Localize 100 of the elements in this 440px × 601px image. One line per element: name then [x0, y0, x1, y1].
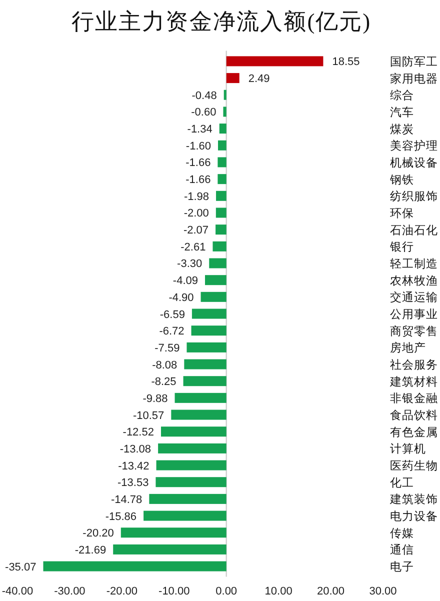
data-label: -1.98 — [184, 190, 210, 203]
y-tick-label: 社会服务 — [390, 358, 438, 372]
chart-title: 行业主力资金净流入额(亿元) — [71, 9, 371, 34]
y-tick-label: 纺织服饰 — [390, 189, 438, 204]
data-label: -1.66 — [186, 157, 211, 170]
bar — [212, 241, 226, 252]
y-tick-label: 轻工制造 — [390, 257, 438, 270]
bar — [226, 73, 240, 84]
bar — [186, 342, 226, 352]
data-label: -1.60 — [186, 140, 212, 152]
bar — [191, 326, 226, 336]
data-label: 18.55 — [332, 56, 360, 68]
y-tick-label: 交通运输 — [390, 290, 438, 304]
y-tick-label: 机械设备 — [390, 156, 438, 170]
y-tick-label: 通信 — [390, 544, 414, 557]
y-tick-label: 食品饮料 — [390, 408, 438, 422]
bar — [209, 258, 226, 268]
y-tick-label: 公用事业 — [390, 308, 438, 321]
y-tick-label: 商贸零售 — [390, 324, 438, 338]
data-label: -6.59 — [160, 308, 185, 321]
data-label: -13.53 — [118, 477, 149, 490]
bar — [174, 392, 226, 403]
y-tick-label: 房地产 — [390, 340, 426, 355]
y-tick-label: 钢铁 — [389, 173, 414, 186]
data-label: -0.60 — [191, 106, 216, 119]
y-tick-label: 银行 — [389, 240, 414, 254]
data-label: -8.25 — [151, 376, 176, 388]
y-tick-label: 传媒 — [390, 526, 414, 540]
y-tick-label: 石油石化 — [390, 224, 438, 237]
bar — [120, 528, 226, 538]
bar — [205, 275, 226, 286]
bar — [144, 510, 226, 521]
bar — [200, 292, 226, 302]
bar — [216, 224, 226, 235]
data-label: -20.20 — [82, 528, 114, 540]
y-tick-label: 医药生物 — [390, 459, 438, 472]
data-label: -7.59 — [154, 342, 180, 354]
bar — [216, 208, 226, 218]
y-tick-label: 电力设备 — [390, 510, 438, 523]
y-tick-label: 计算机 — [390, 442, 426, 456]
x-tick-label: 0.00 — [216, 586, 238, 598]
y-tick-label: 国防军工 — [390, 55, 438, 68]
bar — [171, 410, 226, 420]
bar — [218, 174, 226, 184]
data-label: -2.07 — [183, 224, 209, 237]
x-tick-label: 30.00 — [369, 586, 397, 598]
bar — [218, 157, 226, 168]
data-label: -2.61 — [180, 241, 206, 254]
y-tick-label: 电子 — [390, 560, 414, 574]
x-tick-label: -20.00 — [106, 586, 138, 598]
x-tick-label: -40.00 — [2, 586, 34, 598]
y-tick-label: 煤炭 — [390, 122, 414, 136]
data-label: -6.72 — [159, 326, 184, 338]
data-label: -8.08 — [152, 359, 178, 372]
data-label: -21.69 — [74, 544, 106, 556]
y-tick-label: 化工 — [390, 476, 414, 490]
y-tick-label: 环保 — [390, 206, 414, 220]
y-tick-label: 美容护理 — [390, 138, 438, 153]
bar — [226, 56, 324, 66]
y-tick-label: 汽车 — [390, 104, 414, 119]
y-tick-label: 建筑装饰 — [389, 493, 438, 506]
y-tick-label: 建筑材料 — [389, 375, 438, 388]
bar — [156, 477, 226, 488]
data-label: -9.88 — [142, 392, 168, 405]
bar — [158, 443, 226, 454]
y-tick-label: 综合 — [390, 88, 414, 102]
data-label: -4.09 — [172, 275, 198, 288]
data-label: -1.66 — [186, 174, 211, 186]
y-tick-label: 非银金融 — [390, 392, 438, 406]
data-label: -12.52 — [122, 426, 154, 439]
bar — [218, 140, 226, 150]
data-label: -3.30 — [177, 258, 202, 270]
x-tick-label: -30.00 — [54, 586, 86, 598]
data-label: -10.57 — [132, 410, 164, 422]
data-label: 2.49 — [248, 73, 270, 86]
bar — [156, 460, 226, 470]
data-label: -4.90 — [168, 292, 194, 304]
data-label: -13.08 — [120, 443, 152, 456]
bar — [184, 359, 226, 370]
bar — [149, 494, 226, 504]
bar — [183, 376, 226, 386]
data-label: -13.42 — [118, 460, 150, 472]
x-tick-label: 10.00 — [264, 586, 292, 598]
y-tick-label: 有色金属 — [390, 426, 438, 439]
bar — [113, 544, 226, 554]
bar — [224, 90, 226, 100]
bar — [216, 190, 226, 201]
data-label: -0.48 — [192, 90, 217, 102]
bar — [192, 308, 226, 319]
data-label: -2.00 — [184, 208, 209, 220]
bar — [219, 124, 226, 134]
data-label: -15.86 — [105, 510, 137, 523]
x-tick-label: -10.00 — [158, 586, 190, 598]
data-label: -1.34 — [187, 124, 212, 136]
bar — [223, 106, 226, 117]
data-label: -14.78 — [110, 494, 142, 506]
bar — [160, 426, 226, 437]
bar — [43, 561, 226, 572]
y-tick-label: 家用电器 — [390, 71, 438, 86]
x-tick-label: 20.00 — [317, 586, 345, 598]
